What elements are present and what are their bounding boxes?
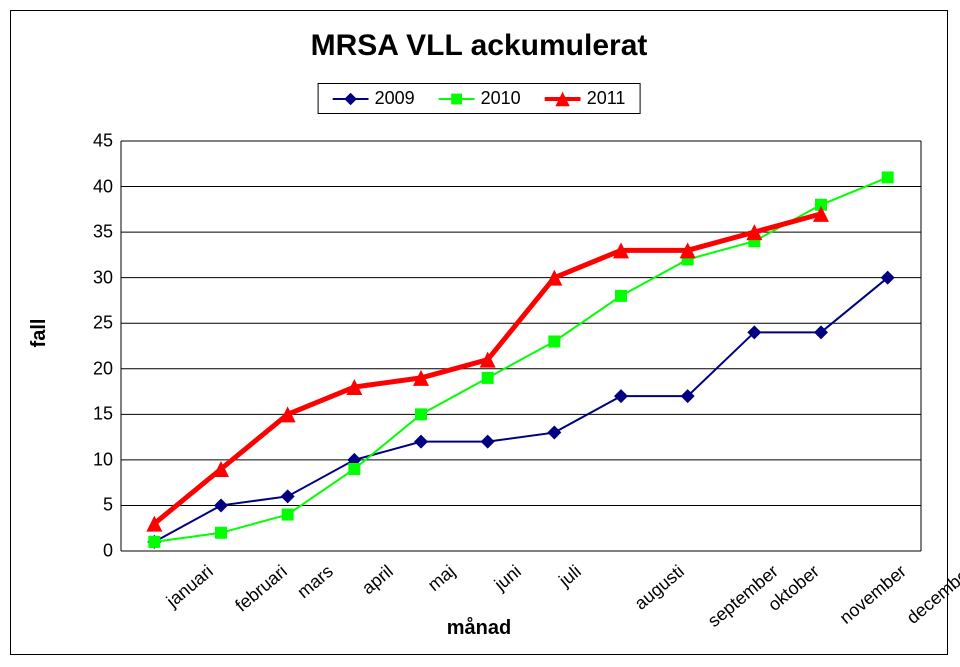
y-tick-label: 25 [73,313,113,334]
y-tick-label: 35 [73,222,113,243]
x-axis-label: månad [11,617,947,640]
y-tick-label: 45 [73,131,113,152]
x-tick-label: februari [231,561,291,616]
legend-item-2009: 2009 [333,88,415,109]
diamond-icon [333,90,369,108]
y-tick-label: 0 [73,541,113,562]
y-tick-label: 20 [73,358,113,379]
triangle-icon [545,90,581,108]
y-tick-label: 15 [73,404,113,425]
y-tick-label: 40 [73,176,113,197]
plot-area: 051015202530354045januarifebruarimarsapr… [121,141,921,551]
x-tick-label: mars [293,561,337,603]
y-tick-label: 10 [73,449,113,470]
y-tick-label: 5 [73,495,113,516]
x-tick-label: juni [490,561,525,595]
x-tick-label: januari [163,561,218,612]
legend-label: 2011 [587,88,626,109]
chart-title: MRSA VLL ackumulerat [11,29,947,63]
legend-item-2011: 2011 [545,88,626,109]
x-tick-label: augusti [631,561,689,614]
legend-item-2010: 2010 [439,88,521,109]
square-icon [439,90,475,108]
chart-svg [121,141,921,551]
chart-frame: MRSA VLL ackumulerat 200920102011 fall m… [10,10,948,655]
legend-label: 2010 [481,88,521,109]
x-tick-label: april [358,561,398,599]
legend: 2009 2010 2011 [318,83,641,114]
y-axis-label: fall [28,318,51,347]
x-tick-label: maj [424,561,460,596]
y-tick-label: 30 [73,267,113,288]
legend-label: 2009 [375,88,415,109]
x-tick-label: juli [555,561,585,591]
